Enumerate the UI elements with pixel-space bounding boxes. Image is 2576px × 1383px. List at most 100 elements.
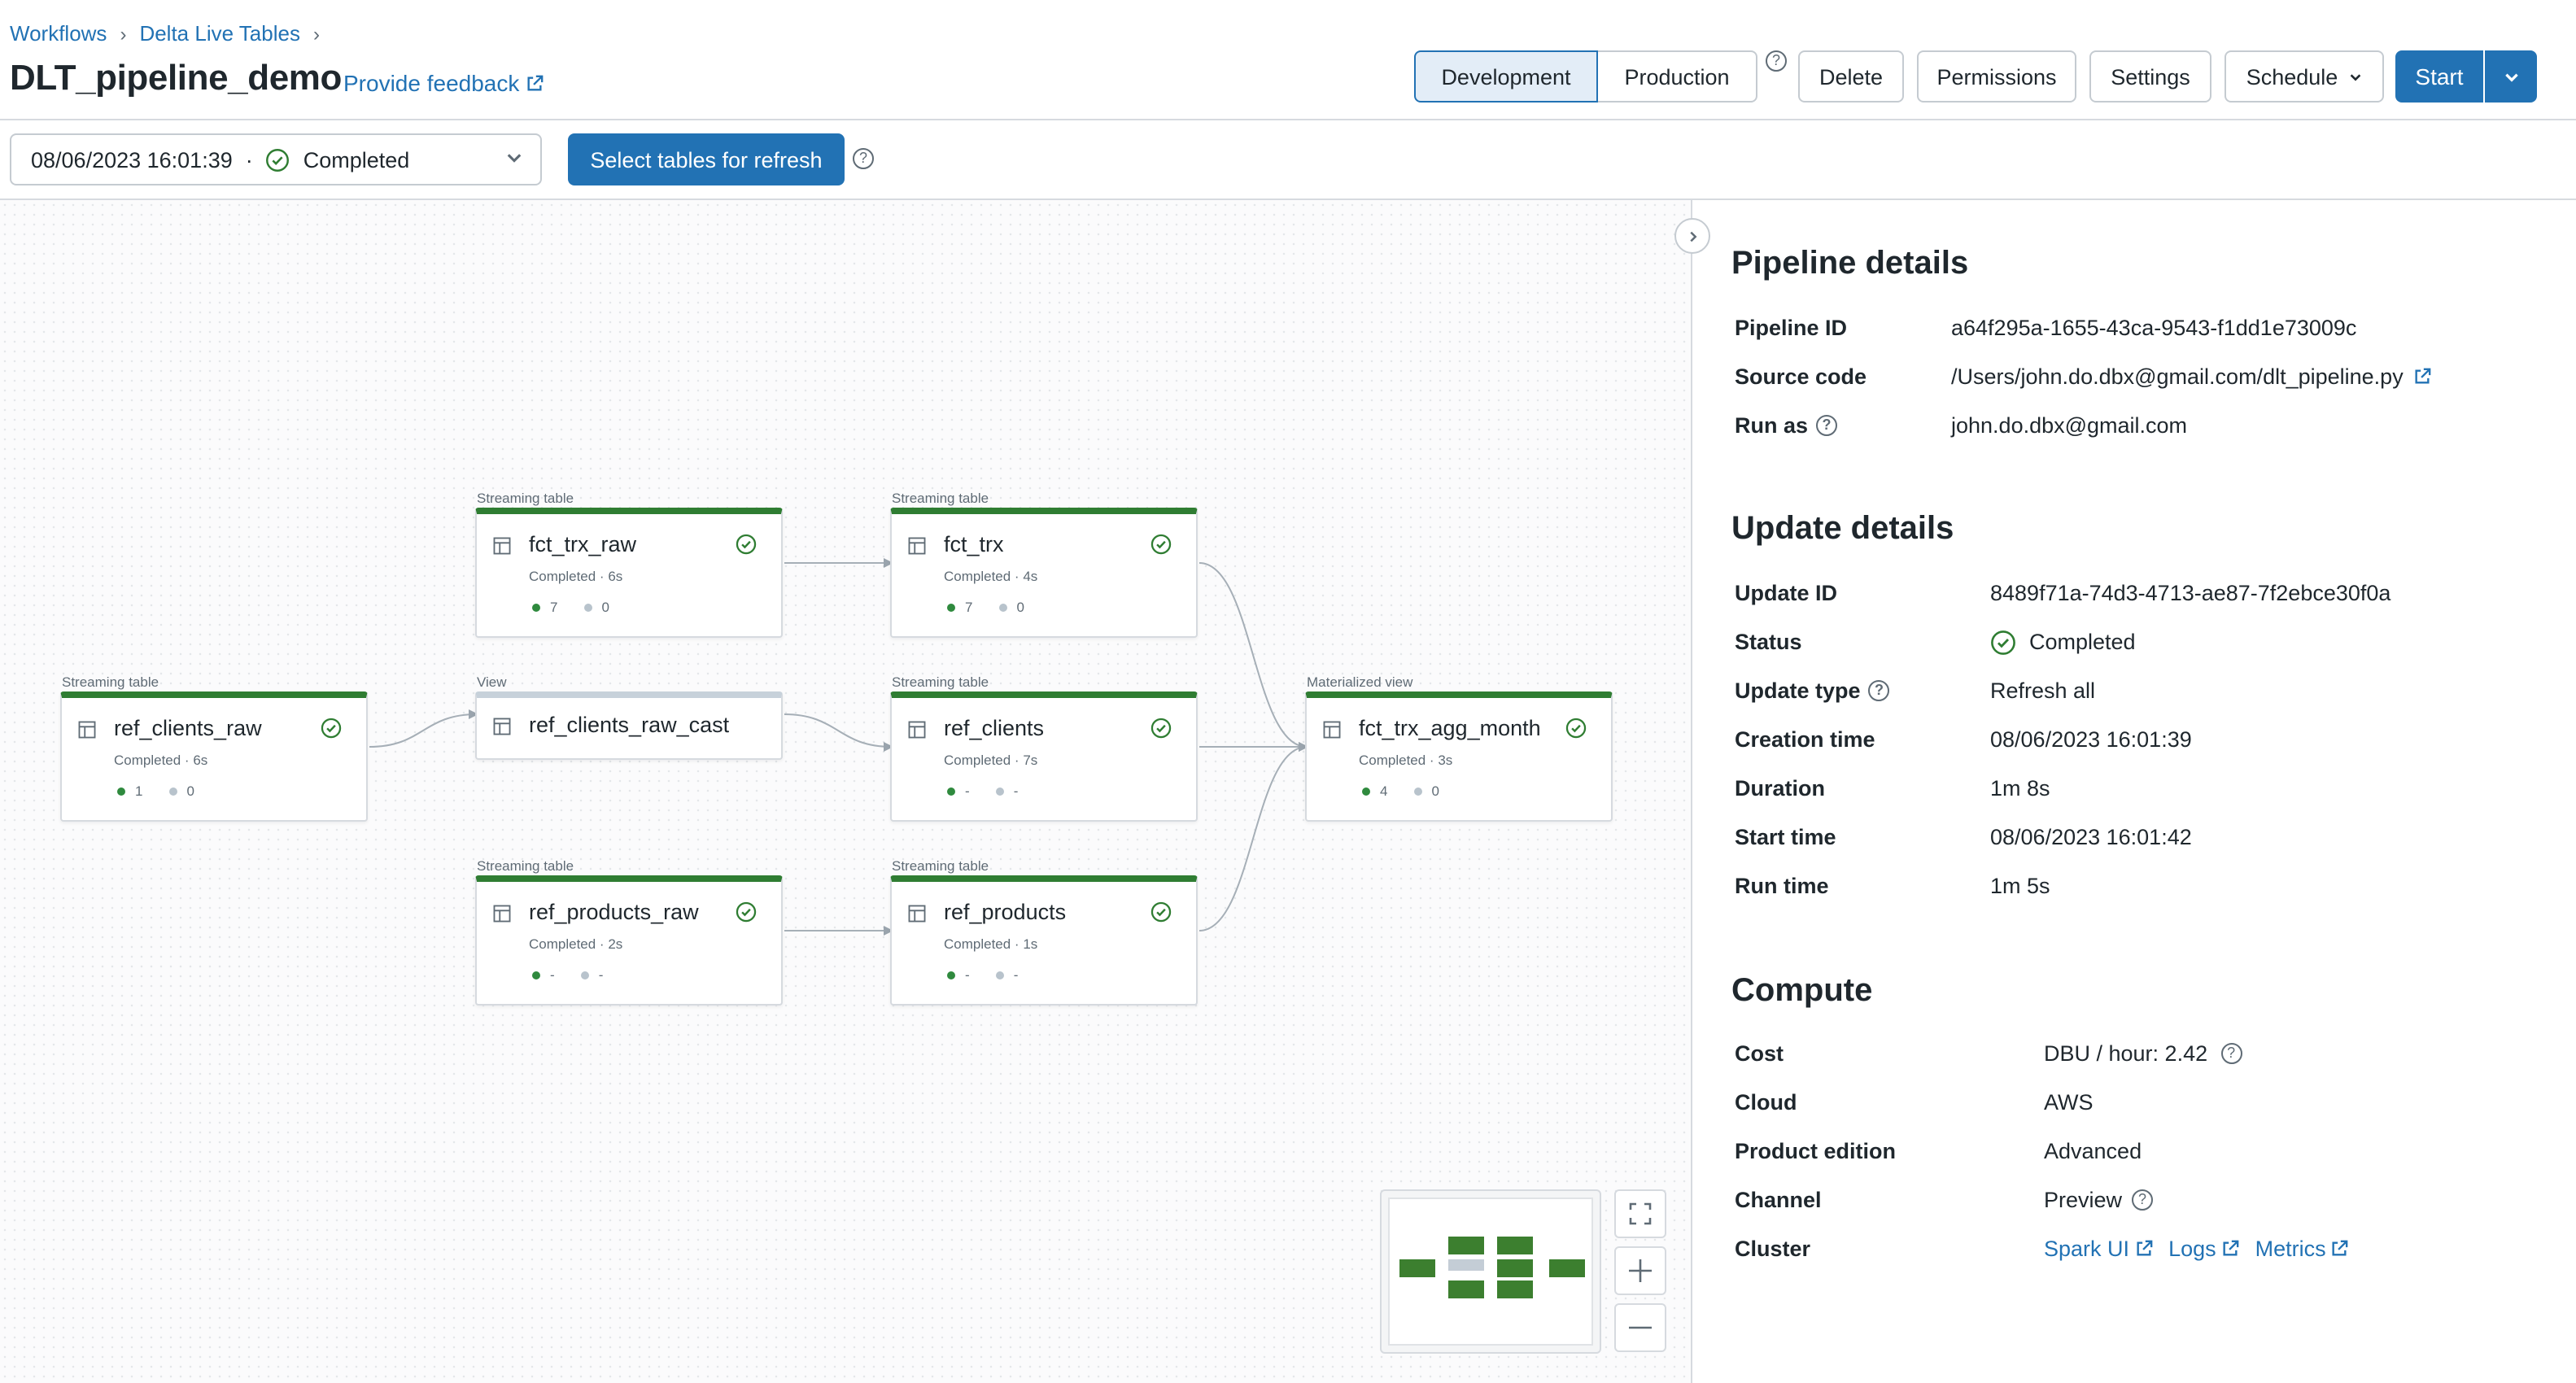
node-type-label: Streaming table — [477, 490, 574, 506]
run-time-row: Run time 1m 5s — [1735, 874, 2050, 898]
dropped-records: 0 — [1431, 783, 1439, 799]
external-link-icon — [2136, 1240, 2152, 1256]
written-records: 7 — [965, 599, 973, 615]
creation-time-value: 08/06/2023 16:01:39 — [1990, 727, 2192, 752]
node-status: Completed · 2s — [529, 936, 623, 952]
dropped-records-dot — [995, 787, 1004, 795]
minus-icon — [1629, 1326, 1652, 1329]
spark-ui-label: Spark UI — [2044, 1237, 2130, 1261]
minimap-node — [1448, 1237, 1484, 1254]
spark-ui-link[interactable]: Spark UI — [2044, 1237, 2152, 1261]
edge-ref-clients-raw-to-cast — [369, 709, 478, 748]
pipeline-graph-canvas[interactable]: Streaming table ref_clients_raw Complete… — [0, 200, 1692, 1383]
chevron-right-icon: › — [120, 22, 127, 45]
chevron-right-icon: › — [312, 22, 320, 45]
duration-row: Duration 1m 8s — [1735, 776, 2050, 801]
written-records: - — [965, 783, 970, 799]
zoom-in-button[interactable] — [1614, 1246, 1666, 1295]
node-ref-products[interactable]: ref_products Completed · 1s -- — [890, 875, 1198, 1006]
provide-feedback-link[interactable]: Provide feedback — [343, 70, 544, 96]
run-as-label: Run as — [1735, 413, 1809, 438]
update-type-help-icon[interactable]: ? — [1868, 680, 1890, 701]
source-code-row: Source code /Users/john.do.dbx@gmail.com… — [1735, 364, 2431, 389]
channel-help-icon[interactable]: ? — [2132, 1189, 2154, 1211]
page-header: Workflows › Delta Live Tables › DLT_pipe… — [0, 0, 2576, 120]
status-value-wrap: Completed — [1990, 629, 2136, 655]
node-name: fct_trx — [944, 532, 1004, 556]
cost-row: Cost DBU / hour: 2.42 ? — [1735, 1041, 2242, 1066]
source-code-path: /Users/john.do.dbx@gmail.com/dlt_pipelin… — [1951, 364, 2404, 389]
chevron-right-icon — [1689, 230, 1696, 242]
cost-value: DBU / hour: 2.42 — [2044, 1041, 2208, 1066]
run-status: Completed — [303, 147, 410, 172]
node-type-label: Materialized view — [1307, 674, 1413, 690]
start-button[interactable]: Start — [2395, 50, 2483, 103]
graph-minimap[interactable] — [1380, 1189, 1601, 1354]
node-ref-clients-raw-cast[interactable]: ref_clients_raw_cast — [475, 692, 783, 760]
fit-view-button[interactable] — [1614, 1189, 1666, 1238]
product-edition-label: Product edition — [1735, 1139, 1896, 1163]
breadcrumb-delta-live-tables[interactable]: Delta Live Tables — [139, 21, 300, 46]
written-records-dot — [947, 971, 955, 979]
collapse-panel-button[interactable] — [1674, 218, 1710, 254]
written-records-dot — [947, 603, 955, 611]
minimap-node — [1497, 1280, 1533, 1298]
node-type-label: Streaming table — [892, 674, 989, 690]
compute-title: Compute — [1731, 973, 1873, 1009]
node-ref-clients[interactable]: ref_clients Completed · 7s -- — [890, 692, 1198, 822]
settings-button[interactable]: Settings — [2089, 50, 2211, 103]
minimap-viewport — [1388, 1198, 1593, 1346]
refresh-help-icon[interactable]: ? — [853, 148, 874, 169]
edge-fct-trx-to-agg — [1198, 562, 1308, 752]
update-type-label: Update type — [1735, 678, 1861, 703]
status-value: Completed — [2029, 630, 2136, 654]
cloud-value: AWS — [2044, 1090, 2094, 1115]
node-name: ref_products — [944, 900, 1067, 924]
delete-button[interactable]: Delete — [1798, 50, 1904, 103]
mode-help-icon[interactable]: ? — [1766, 50, 1787, 72]
minimap-node — [1497, 1259, 1533, 1277]
logs-link[interactable]: Logs — [2168, 1237, 2239, 1261]
page-title: DLT_pipeline_demo — [10, 57, 342, 98]
graph-toolbar: 08/06/2023 16:01:39 · Completed Select t… — [0, 120, 2576, 200]
permissions-button[interactable]: Permissions — [1917, 50, 2076, 103]
schedule-button[interactable]: Schedule — [2225, 50, 2384, 103]
written-records-dot — [117, 787, 125, 795]
check-circle-icon — [736, 901, 757, 923]
breadcrumb-workflows[interactable]: Workflows — [10, 21, 107, 46]
check-circle-icon — [1565, 718, 1587, 739]
metrics-link[interactable]: Metrics — [2255, 1237, 2349, 1261]
feedback-label: Provide feedback — [343, 70, 520, 96]
development-mode-button[interactable]: Development — [1414, 50, 1598, 103]
node-metrics: -- — [947, 966, 1018, 983]
update-run-select[interactable]: 08/06/2023 16:01:39 · Completed — [10, 133, 542, 185]
cost-help-icon[interactable]: ? — [2220, 1043, 2242, 1064]
run-as-row: Run as ? john.do.dbx@gmail.com — [1735, 413, 2187, 438]
select-tables-for-refresh-button[interactable]: Select tables for refresh — [568, 133, 845, 185]
chevron-down-icon — [507, 154, 522, 163]
run-as-help-icon[interactable]: ? — [1816, 415, 1838, 436]
external-link-icon — [2415, 368, 2431, 384]
written-records-dot — [1362, 787, 1370, 795]
source-code-link[interactable]: /Users/john.do.dbx@gmail.com/dlt_pipelin… — [1951, 364, 2431, 389]
check-circle-icon — [321, 718, 342, 739]
node-name: fct_trx_agg_month — [1359, 716, 1541, 740]
update-id-label: Update ID — [1735, 581, 1838, 605]
start-time-row: Start time 08/06/2023 16:01:42 — [1735, 825, 2192, 849]
written-records: - — [550, 966, 555, 983]
production-mode-button[interactable]: Production — [1598, 50, 1757, 103]
dropped-records-dot — [995, 971, 1004, 979]
zoom-out-button[interactable] — [1614, 1303, 1666, 1352]
cost-label: Cost — [1735, 1041, 1784, 1066]
channel-row: Channel Preview ? — [1735, 1188, 2154, 1212]
start-options-dropdown[interactable] — [2485, 50, 2537, 103]
node-ref-products-raw[interactable]: ref_products_raw Completed · 2s -- — [475, 875, 783, 1006]
channel-label: Channel — [1735, 1188, 1822, 1212]
